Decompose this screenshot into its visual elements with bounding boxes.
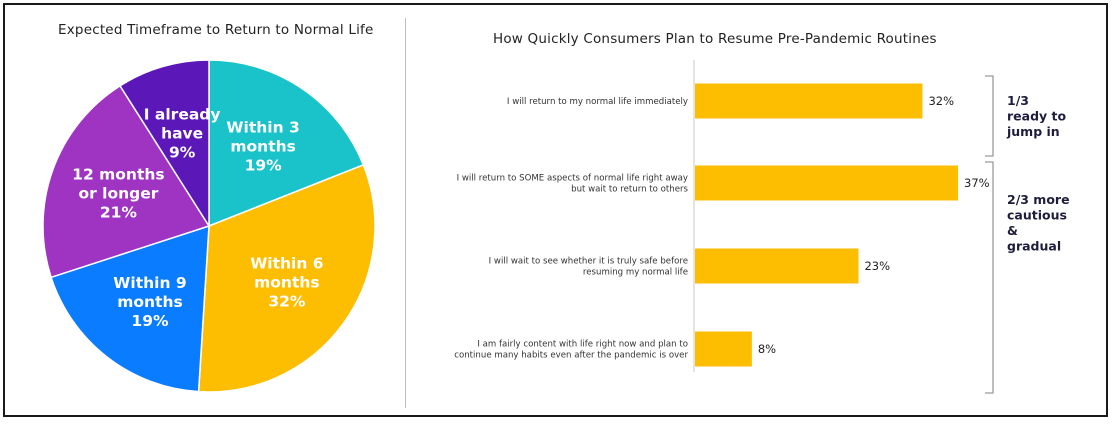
slice-percent-label: 21% — [100, 203, 138, 221]
annotation-text: jump in — [1006, 124, 1060, 139]
bar-category-label: but wait to return to others — [571, 185, 688, 195]
annotation-text: 2/3 more — [1007, 192, 1070, 207]
bar-category-label: I am fairly content with life right now … — [477, 340, 688, 350]
bar — [695, 83, 923, 119]
slice-percent-label: 19% — [245, 156, 283, 174]
bar-category-label: continue many habits even after the pand… — [454, 351, 688, 361]
pie-slice — [50, 224, 210, 393]
slice-percent-label: 32% — [268, 293, 306, 311]
panel-divider — [405, 18, 406, 408]
bar-value-label: 8% — [758, 342, 776, 356]
annotation-text: 1/3 — [1007, 93, 1029, 108]
bar-value-label: 23% — [864, 259, 890, 273]
bar-value-label: 32% — [928, 94, 954, 108]
pie-slice — [197, 163, 376, 393]
slice-category-label: Within 3 — [226, 118, 299, 136]
slice-category-label: have — [161, 125, 203, 143]
pie-chart-title: Expected Timeframe to Return to Normal L… — [58, 22, 374, 38]
annotation-text: & — [1007, 223, 1018, 238]
slice-category-label: 12 months — [72, 165, 164, 183]
pie-slice — [208, 59, 365, 228]
slice-percent-label: 19% — [131, 312, 169, 330]
slice-category-label: Within 9 — [113, 274, 186, 292]
annotation-bracket — [985, 75, 994, 157]
annotation-text: cautious — [1007, 208, 1067, 223]
pie-slice — [119, 59, 210, 229]
annotation-bracket — [985, 161, 994, 394]
bar-category-label: I will return to my normal life immediat… — [507, 97, 688, 107]
bar-chart-title: How Quickly Consumers Plan to Resume Pre… — [493, 31, 937, 47]
bar — [695, 248, 859, 284]
bar-category-label: resuming my normal life — [583, 268, 688, 278]
bar-value-label: 37% — [964, 176, 990, 190]
slice-category-label: months — [254, 274, 320, 292]
bar-category-label: I will return to SOME aspects of normal … — [457, 174, 688, 184]
bar — [695, 165, 958, 201]
slice-category-label: Within 6 — [250, 255, 323, 273]
slice-category-label: months — [230, 137, 296, 155]
annotation-text: gradual — [1007, 239, 1061, 254]
slice-category-label: I already — [144, 106, 221, 124]
slice-category-label: or longer — [78, 184, 158, 202]
slice-category-label: months — [117, 293, 183, 311]
annotation-text: ready to — [1007, 109, 1067, 124]
slice-percent-label: 9% — [169, 144, 196, 162]
bar-category-label: I will wait to see whether it is truly s… — [489, 257, 688, 267]
pie-slice — [42, 84, 211, 279]
bar — [695, 331, 752, 367]
